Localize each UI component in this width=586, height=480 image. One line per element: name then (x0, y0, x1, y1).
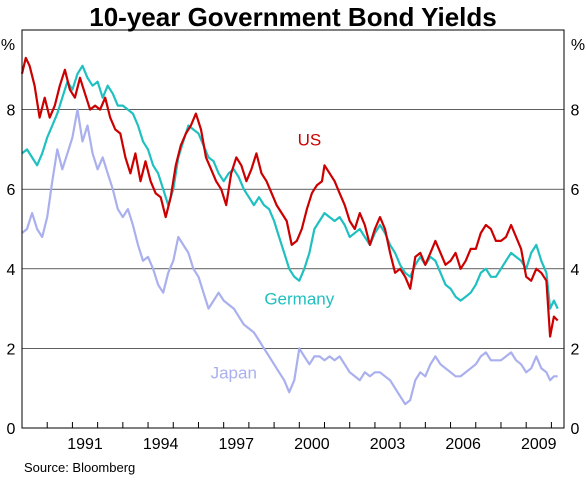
y-tick-label-left: 6 (7, 182, 16, 199)
x-tick-label: 2006 (445, 436, 481, 453)
y-unit-left: % (1, 37, 15, 54)
series-line-japan (21, 108, 558, 406)
series-label-germany: Germany (264, 290, 334, 309)
source-note: Source: Bloomberg (24, 460, 135, 475)
y-tick-labels: 0 0 2 2 4 4 6 6 8 8 (7, 103, 580, 438)
series-lines (20, 56, 559, 406)
y-tick-label-left: 4 (7, 262, 16, 279)
series-line-germany (21, 64, 559, 310)
series-labels: US Germany Japan (211, 130, 335, 382)
y-tick-label-right: 4 (571, 262, 580, 279)
x-tick-label: 1997 (218, 436, 254, 453)
x-tick-label: 1991 (67, 436, 103, 453)
chart-title: 10-year Government Bond Yields (89, 2, 496, 32)
x-tick-label: 2009 (521, 436, 557, 453)
x-tick-label: 1994 (143, 436, 179, 453)
y-unit-right: % (571, 37, 585, 54)
y-tick-label-left: 8 (7, 103, 16, 120)
x-tick-labels: 1991 1994 1997 2000 2003 2006 2009 (67, 436, 556, 453)
series-label-us: US (298, 130, 322, 149)
x-tick-label: 2000 (294, 436, 330, 453)
series-line-us (20, 56, 559, 338)
y-tick-label-left: 2 (7, 341, 16, 358)
y-tick-label-right: 8 (571, 103, 580, 120)
x-tick-label: 2003 (370, 436, 406, 453)
y-tick-label-right: 2 (571, 341, 580, 358)
series-label-japan: Japan (211, 363, 257, 382)
x-tick-marks (21, 422, 552, 428)
plot-frame (21, 29, 565, 429)
y-tick-label-right: 0 (571, 421, 580, 438)
y-tick-label-right: 6 (571, 182, 580, 199)
y-tick-label-left: 0 (7, 421, 16, 438)
